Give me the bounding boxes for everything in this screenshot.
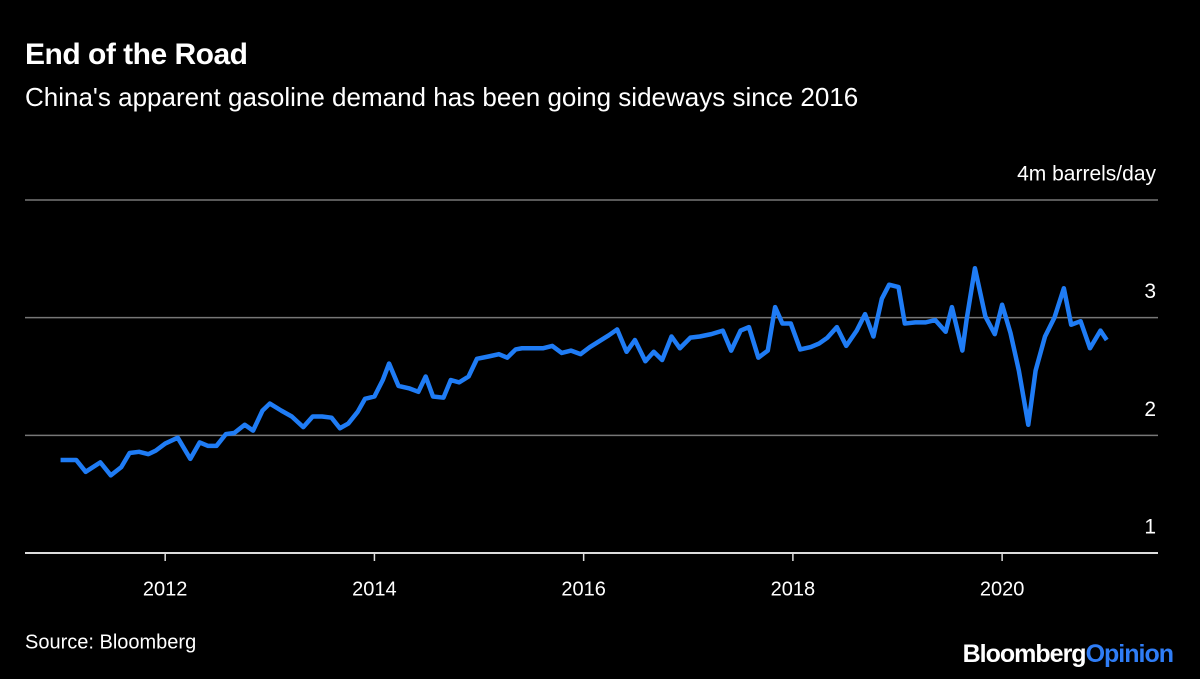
source: Source: Bloomberg: [25, 631, 196, 653]
line: [60, 265, 1109, 478]
x-tick-label: 2016: [561, 578, 606, 600]
chart-title: End of the Road: [25, 38, 247, 71]
chart-subtitle: China's apparent gasoline demand has bee…: [25, 82, 858, 112]
brand: BloombergOpinion: [963, 640, 1173, 668]
brand-name: Bloomberg: [963, 640, 1086, 668]
y-tick-label: 1: [1144, 516, 1156, 539]
y-tick-label: 3: [1144, 280, 1156, 303]
y-tick-label: 4m barrels/day: [1017, 163, 1156, 186]
x-tick-label: 2012: [143, 578, 188, 600]
x-tick-label: 2020: [980, 578, 1025, 600]
y-tick-label: 2: [1144, 398, 1156, 421]
x-tick-label: 2018: [771, 578, 816, 600]
brand-suffix: Opinion: [1086, 640, 1173, 668]
x-tick-label: 2014: [352, 578, 397, 600]
